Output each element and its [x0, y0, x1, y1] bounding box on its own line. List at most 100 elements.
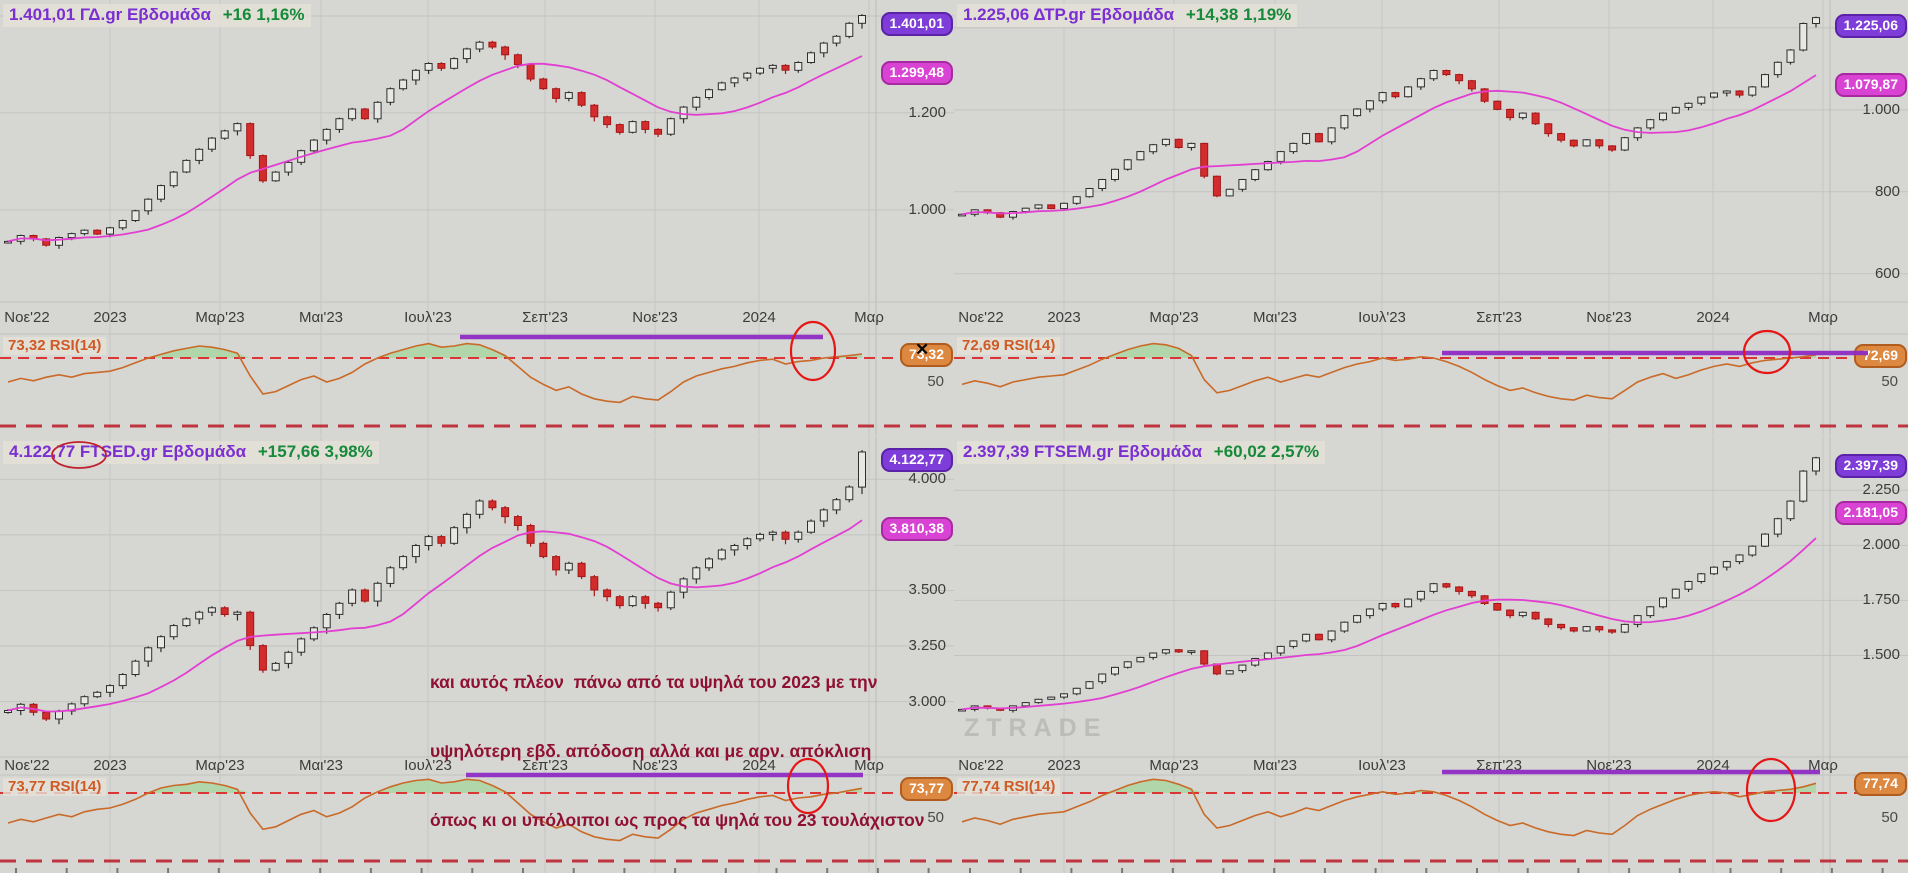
change-label: +16 1,16% [222, 5, 305, 24]
timeframe-label: Εβδομάδα [126, 5, 211, 24]
rsi-label: 73,32 RSI(14) [3, 337, 107, 355]
y-tick-label: 600 [1874, 264, 1900, 282]
x-tick-label: Μαρ'23 [195, 757, 245, 774]
x-tick-label: Ιουλ'23 [1358, 309, 1406, 326]
x-tick-label: Ιουλ'23 [1358, 757, 1406, 774]
x-tick-label: 2024 [742, 757, 776, 774]
rsi-50-label: 50 [927, 373, 944, 391]
change-label: +60,02 2,57% [1213, 442, 1320, 461]
symbol-label: ΓΔ.gr [79, 5, 123, 24]
symbol-label: ΔΤΡ.gr [1033, 5, 1086, 24]
x-tick-label: 2024 [1696, 309, 1730, 326]
chart-header: 2.397,39 FTSEM.gr Εβδομάδα +60,02 2,57% [957, 441, 1326, 464]
last-price-badge: 1.401,01 [880, 11, 953, 36]
x-tick-label: Μαρ'23 [195, 309, 245, 326]
y-tick-label: 1.750 [1862, 591, 1900, 609]
x-tick-label: 2024 [742, 309, 776, 326]
last-price-badge: 2.397,39 [1834, 453, 1907, 478]
analyst-note-line: υψηλότερη εβδ. απόδοση αλλά και με αρν. … [430, 741, 872, 761]
symbol-label: FTSEM.gr [1033, 442, 1114, 461]
x-tick-label: Ιουλ'23 [404, 757, 452, 774]
ma-value-badge: 3.810,38 [880, 517, 953, 542]
x-tick-label: Νοε'23 [632, 309, 678, 326]
rsi-label: 72,69 RSI(14) [957, 337, 1061, 355]
x-tick-label: Μαρ'23 [1149, 757, 1199, 774]
y-tick-label: 3.000 [908, 692, 946, 710]
rsi-value-badge: 72,69 [1853, 343, 1907, 368]
rsi-50-label: 50 [1881, 809, 1898, 826]
y-tick-label: 1.000 [908, 200, 946, 218]
price-rsi-plot-ftsem[interactable] [954, 437, 1908, 873]
y-tick-label: 3.500 [908, 581, 946, 599]
y-tick-label: 2.000 [1862, 536, 1900, 554]
last-price: 4.122,77 [9, 442, 76, 461]
analyst-note-line: όπως κι οι υπόλοιποι ως προς τα ψηλά του… [430, 810, 925, 830]
y-tick-label: 1.500 [1862, 646, 1900, 664]
rsi-50-label: 50 [1881, 373, 1898, 391]
chart-cell-dtr: 1.225,06 ΔΤΡ.gr Εβδομάδα +14,38 1,19% 1.… [954, 0, 1908, 436]
ma-value-badge: 1.299,48 [880, 60, 953, 85]
ztrade-watermark: ZTRADE [964, 714, 1108, 742]
timeframe-label: Εβδομάδα [1090, 5, 1175, 24]
last-price-badge: 1.225,06 [1834, 13, 1907, 38]
x-tick-label: 2023 [93, 309, 127, 326]
x-tick-label: Μαρ [854, 309, 884, 326]
rsi-value-badge: 77,74 [1853, 772, 1907, 797]
x-tick-label: Μαρ'23 [1149, 309, 1199, 326]
x-tick-label: 2023 [1047, 757, 1081, 774]
x-tick-label: 2024 [1696, 757, 1730, 774]
x-tick-label: Νοε'22 [958, 309, 1004, 326]
x-tick-label: Μαρ [854, 757, 884, 774]
rsi-label: 73,77 RSI(14) [3, 778, 107, 796]
x-tick-label: Μαι'23 [298, 309, 344, 326]
x-tick-label: Σεπ'23 [522, 309, 568, 326]
rsi-50-label: 50 [927, 809, 944, 826]
change-label: +14,38 1,19% [1185, 5, 1292, 24]
y-tick-label: 4.000 [908, 470, 946, 488]
y-tick-label: 1.000 [1862, 100, 1900, 118]
chart-header: 1.401,01 ΓΔ.gr Εβδομάδα +16 1,16% [3, 4, 311, 27]
x-tick-label: 2023 [93, 757, 127, 774]
price-rsi-plot-dtr[interactable] [954, 0, 1908, 436]
x-tick-label: Νοε'22 [958, 757, 1004, 774]
x-tick-label: Μαι'23 [1252, 309, 1298, 326]
x-tick-label: Ιουλ'23 [404, 309, 452, 326]
last-price-badge: 4.122,77 [880, 447, 953, 472]
y-tick-label: 1.200 [908, 103, 946, 121]
price-rsi-plot-ftsed[interactable] [0, 437, 954, 873]
x-tick-label: 2023 [1047, 309, 1081, 326]
x-tick-label: Νοε'22 [4, 757, 50, 774]
x-tick-label: Νοε'23 [632, 757, 678, 774]
rsi-label: 77,74 RSI(14) [957, 778, 1061, 796]
last-price: 2.397,39 [963, 442, 1030, 461]
last-price: 1.225,06 [963, 5, 1030, 24]
chart-header: 4.122,77 FTSED.gr Εβδομάδα +157,66 3,98% [3, 441, 379, 464]
chart-header: 1.225,06 ΔΤΡ.gr Εβδομάδα +14,38 1,19% [957, 4, 1298, 27]
change-label: +157,66 3,98% [257, 442, 373, 461]
x-tick-label: Νοε'23 [1586, 757, 1632, 774]
y-tick-label: 800 [1874, 182, 1900, 200]
x-tick-label: Μαι'23 [1252, 757, 1298, 774]
x-tick-label: Νοε'22 [4, 309, 50, 326]
x-tick-label: Σεπ'23 [522, 757, 568, 774]
timeframe-label: Εβδομάδα [162, 442, 247, 461]
y-tick-label: 3.250 [908, 637, 946, 655]
analyst-note: και αυτός πλέον πάνω από τα υψηλά του 20… [430, 625, 925, 873]
analyst-note-line: και αυτός πλέον πάνω από τα υψηλά του 20… [430, 672, 878, 692]
chart-cell-ftsed: 4.122,77 FTSED.gr Εβδομάδα +157,66 3,98%… [0, 437, 954, 873]
rsi-value-badge: 73,32 [899, 343, 953, 368]
ma-value-badge: 2.181,05 [1834, 501, 1907, 526]
timeframe-label: Εβδομάδα [1118, 442, 1203, 461]
chart-cell-ftsem: 2.397,39 FTSEM.gr Εβδομάδα +60,02 2,57% … [954, 437, 1908, 873]
mouse-cursor-icon: ✕ [915, 340, 930, 359]
rsi-value-badge: 73,77 [899, 777, 953, 802]
x-tick-label: Σεπ'23 [1476, 757, 1522, 774]
x-tick-label: Νοε'23 [1586, 309, 1632, 326]
x-tick-label: Μαρ [1808, 309, 1838, 326]
price-rsi-plot-gd[interactable] [0, 0, 954, 436]
x-tick-label: Σεπ'23 [1476, 309, 1522, 326]
x-tick-label: Μαι'23 [298, 757, 344, 774]
y-tick-label: 2.250 [1862, 481, 1900, 499]
symbol-label: FTSED.gr [79, 442, 158, 461]
